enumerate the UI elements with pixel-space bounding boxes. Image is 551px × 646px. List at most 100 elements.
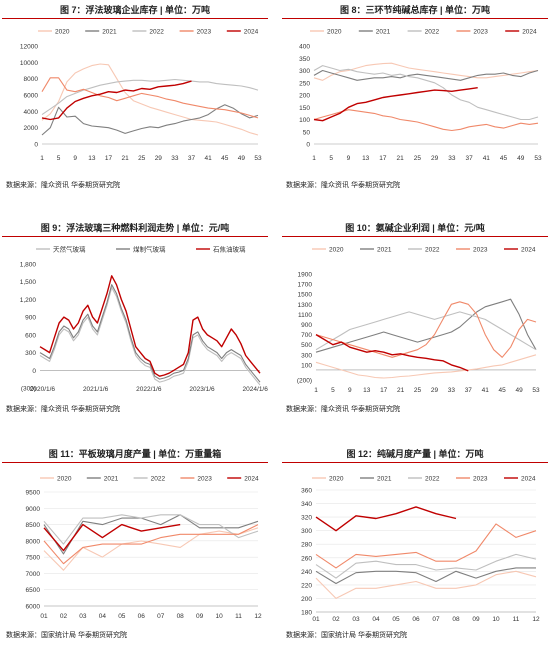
- y-tick-label: 360: [301, 488, 312, 495]
- y-tick-label: (300): [21, 386, 36, 393]
- y-tick-label: 200: [299, 93, 310, 100]
- x-tick-label: 25: [138, 155, 146, 162]
- series-line: [313, 69, 539, 81]
- chart-source: 数据来源：隆众资讯 华泰期货研究院: [6, 406, 120, 413]
- chart-panel-9: 图 9：浮法玻璃三种燃料利润走势 | 单位：元/吨 (300) 0 300 600 90…: [2, 220, 268, 420]
- x-tick-label: 49: [515, 387, 523, 394]
- legend-label: 2024: [244, 476, 259, 483]
- x-tick-label: 2024/1/6: [243, 386, 268, 393]
- y-tick-label: 300: [301, 528, 312, 535]
- series-line: [41, 77, 259, 119]
- y-tick-label: 300: [301, 352, 312, 359]
- x-tick-label: 1: [40, 155, 44, 162]
- y-tick-label: 0: [32, 368, 36, 375]
- series-line: [315, 301, 537, 358]
- x-tick-label: 37: [188, 155, 196, 162]
- x-tick-label: 2020/1/6: [30, 386, 56, 393]
- chart-title: 图 9：浮法玻璃三种燃料利润走势 | 单位：元/吨: [2, 220, 268, 237]
- x-tick-label: 2023/1/6: [189, 386, 215, 393]
- y-tick-label: 180: [301, 610, 312, 617]
- chart-source: 数据来源：国家统计局 华泰期货研究院: [6, 632, 127, 639]
- y-tick-label: 700: [301, 332, 312, 339]
- x-tick-label: 17: [380, 387, 388, 394]
- chart-panel-7: 图 7：浮法玻璃企业库存 | 单位：万吨 0 2000 4000 6000 8000 10…: [2, 2, 268, 192]
- y-tick-label: 1700: [298, 282, 313, 289]
- series-line: [313, 87, 478, 122]
- legend-label: 2023: [473, 476, 488, 483]
- y-tick-label: 1900: [298, 272, 313, 279]
- x-tick-label: 09: [196, 613, 204, 620]
- x-tick-label: 07: [157, 613, 165, 620]
- x-tick-label: 25: [414, 155, 422, 162]
- legend-label: 2023: [197, 476, 212, 483]
- series-line: [43, 524, 259, 565]
- x-tick-label: 04: [372, 616, 380, 623]
- x-tick-label: 53: [534, 155, 542, 162]
- legend-label: 2024: [522, 29, 537, 36]
- series-line: [41, 104, 259, 136]
- x-tick-label: 37: [465, 387, 473, 394]
- legend-label: 2020: [55, 29, 70, 36]
- x-tick-label: 45: [499, 387, 507, 394]
- y-tick-label: 280: [301, 542, 312, 549]
- y-tick-label: 400: [299, 44, 310, 51]
- x-tick-label: 07: [432, 616, 440, 623]
- y-tick-label: 0: [34, 142, 38, 149]
- legend-label: 2024: [521, 476, 536, 483]
- y-tick-label: 1,200: [20, 297, 37, 304]
- legend-label: 2024: [521, 247, 536, 254]
- x-tick-label: 11: [513, 616, 520, 623]
- y-tick-label: 2000: [24, 125, 39, 132]
- x-tick-label: 53: [254, 155, 262, 162]
- legend-label: 2021: [377, 476, 392, 483]
- x-tick-label: 11: [235, 613, 242, 620]
- x-tick-label: 10: [492, 616, 500, 623]
- x-tick-label: 53: [532, 387, 540, 394]
- legend-label: 2021: [376, 29, 391, 36]
- chart-panel-12: 图 12：纯碱月度产量 | 单位：万吨 180 200 220 240 260 280 30…: [282, 446, 548, 644]
- legend-label: 2021: [104, 476, 119, 483]
- x-tick-label: 06: [138, 613, 146, 620]
- y-tick-label: 300: [299, 68, 310, 75]
- x-tick-label: 03: [79, 613, 87, 620]
- series-line: [315, 298, 537, 353]
- y-tick-label: 320: [301, 515, 312, 522]
- legend-label: 2020: [57, 476, 72, 483]
- y-tick-label: 100: [299, 117, 310, 124]
- x-tick-label: 17: [105, 155, 113, 162]
- x-tick-label: 45: [500, 155, 508, 162]
- x-tick-label: 02: [332, 616, 340, 623]
- y-tick-label: 300: [25, 350, 36, 357]
- x-tick-label: 08: [452, 616, 460, 623]
- x-tick-label: 49: [238, 155, 246, 162]
- y-tick-label: 8000: [26, 538, 41, 545]
- x-tick-label: 9: [348, 387, 352, 394]
- legend-label: 2020: [327, 29, 342, 36]
- y-tick-label: 0: [306, 142, 310, 149]
- chart-title: 图 8：三环节纯碱总库存 | 单位：万吨: [282, 2, 548, 19]
- chart-title: 图 12：纯碱月度产量 | 单位：万吨: [282, 446, 548, 463]
- x-tick-label: 01: [40, 613, 48, 620]
- series-line: [315, 311, 537, 351]
- series-line: [39, 287, 261, 386]
- y-tick-label: 900: [25, 315, 36, 322]
- series-line: [315, 354, 537, 379]
- y-tick-label: 6000: [26, 604, 41, 611]
- x-tick-label: 06: [412, 616, 420, 623]
- x-tick-label: 2021/1/6: [83, 386, 109, 393]
- series-line: [39, 275, 261, 377]
- x-tick-label: 29: [155, 155, 163, 162]
- x-tick-label: 5: [331, 387, 335, 394]
- y-tick-label: 12000: [20, 44, 38, 51]
- x-tick-label: 29: [431, 387, 439, 394]
- series-line: [313, 109, 539, 132]
- chart-source: 数据来源：国家统计局 华泰期货研究院: [286, 632, 407, 639]
- legend-label: 2024: [244, 29, 259, 36]
- chart-source: 数据来源：隆众资讯 华泰期货研究院: [6, 182, 120, 189]
- series-line: [43, 527, 259, 571]
- series-line: [43, 514, 259, 555]
- chart-plot: 0 50 100 150 200 250 300 350 400 1 5 9 13 17 21 25 29 33 3…: [299, 29, 542, 163]
- x-tick-label: 02: [60, 613, 68, 620]
- y-tick-label: 1500: [298, 292, 313, 299]
- series-line: [41, 78, 259, 116]
